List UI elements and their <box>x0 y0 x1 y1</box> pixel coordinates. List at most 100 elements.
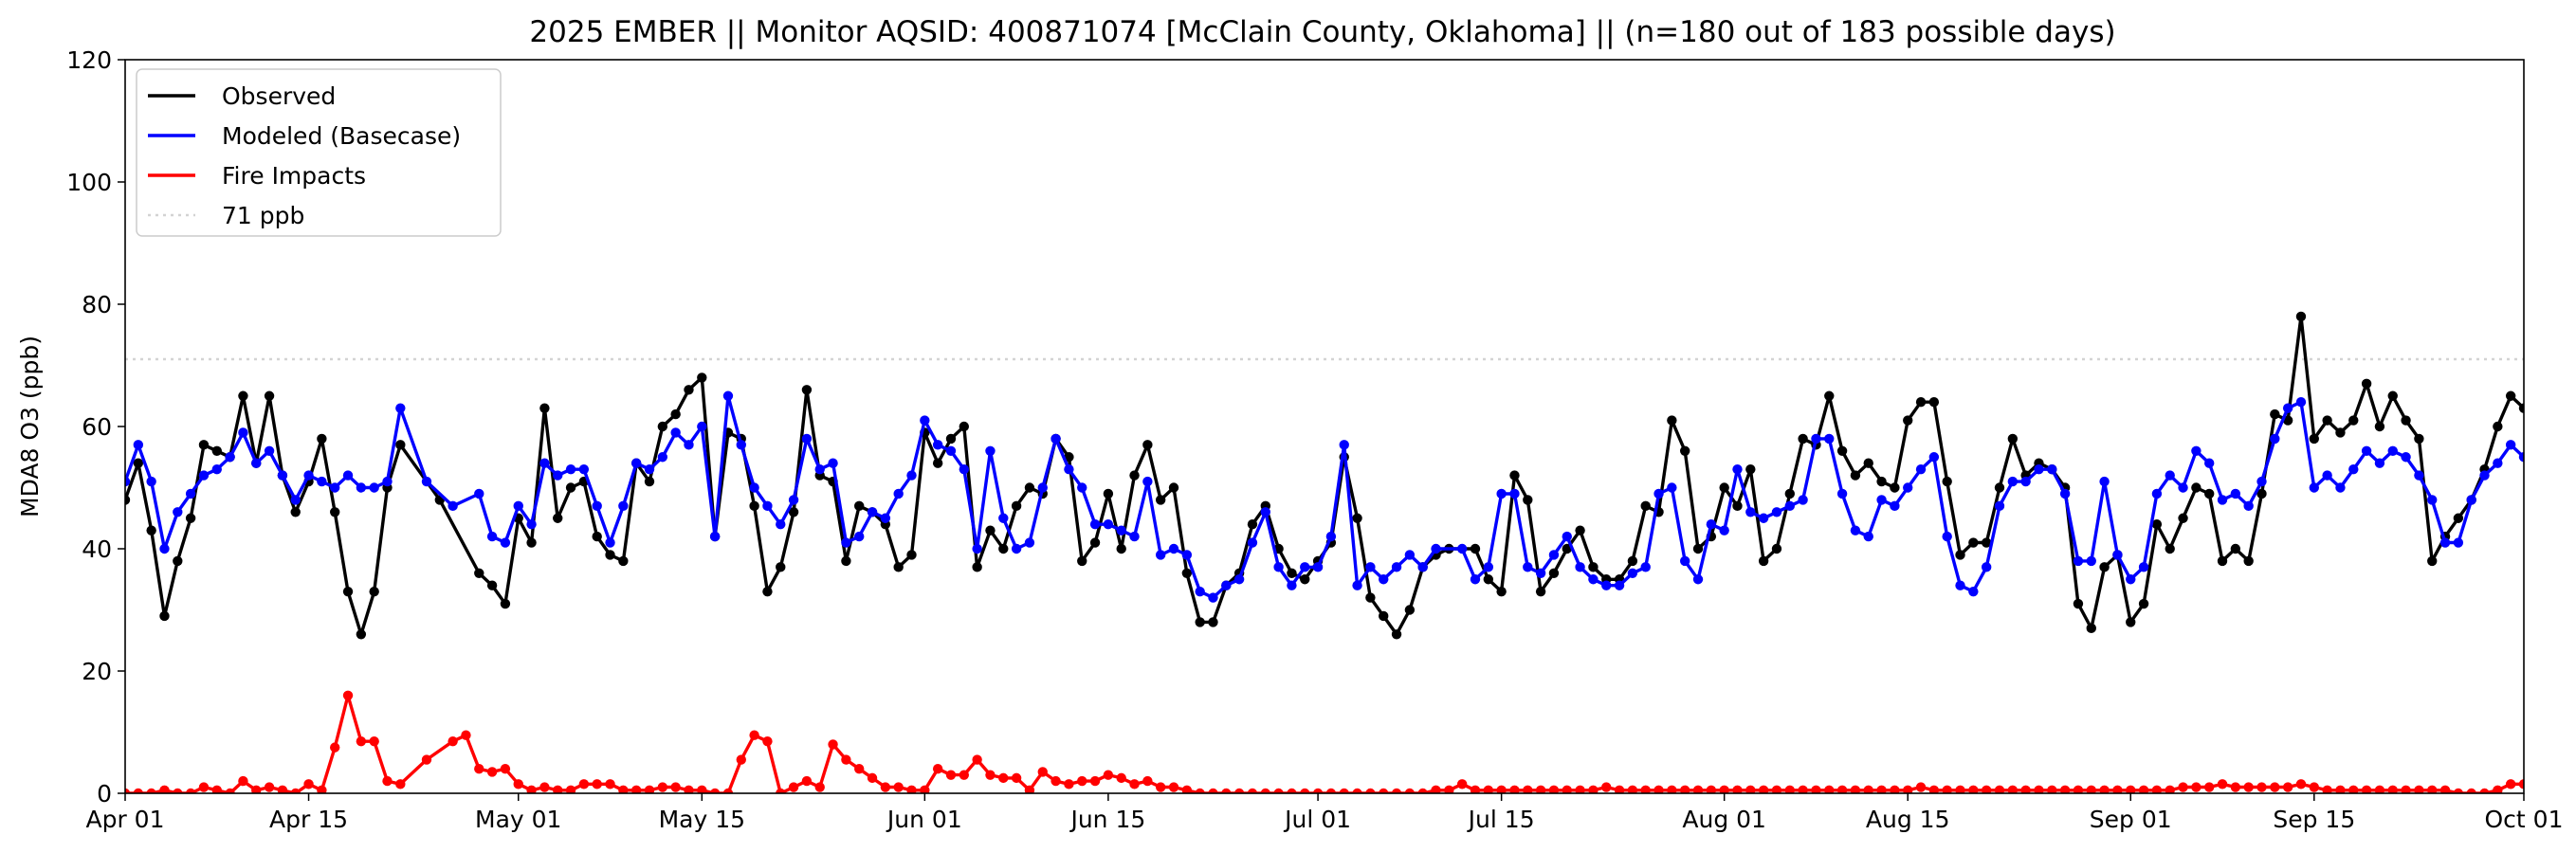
data-point-fire-impacts <box>828 739 838 750</box>
data-point-fire-impacts <box>2178 782 2188 792</box>
data-point-fire-impacts <box>1928 785 1940 793</box>
data-point-fire-impacts <box>2401 785 2411 793</box>
data-point-observed <box>264 390 275 401</box>
data-point-modeled-basecase <box>801 433 813 445</box>
data-point-modeled-basecase <box>1509 488 1520 499</box>
data-point-modeled-basecase <box>1968 586 1979 597</box>
data-point-observed <box>1181 568 1193 578</box>
data-point-modeled-basecase <box>290 495 301 505</box>
y-tick-label: 60 <box>82 413 112 441</box>
data-point-modeled-basecase <box>1850 525 1861 535</box>
data-point-fire-impacts <box>1129 779 1140 789</box>
data-point-observed <box>998 543 1009 554</box>
x-tick-label: Oct 01 <box>2485 806 2564 833</box>
data-point-modeled-basecase <box>1758 513 1769 523</box>
series-line-observed <box>125 315 2524 636</box>
data-point-observed <box>697 372 707 383</box>
data-point-modeled-basecase <box>605 537 615 548</box>
data-point-modeled-basecase <box>1653 488 1664 499</box>
data-point-observed <box>2138 598 2149 609</box>
data-point-observed <box>356 629 367 640</box>
data-point-fire-impacts <box>2518 779 2524 789</box>
data-point-modeled-basecase <box>1379 574 1389 585</box>
data-point-modeled-basecase <box>578 463 590 475</box>
data-point-fire-impacts <box>1719 785 1729 793</box>
data-point-observed <box>2309 433 2319 445</box>
data-point-fire-impacts <box>1142 775 1153 787</box>
y-tick-label: 20 <box>82 658 112 685</box>
data-point-modeled-basecase <box>1050 433 1061 445</box>
data-point-modeled-basecase <box>880 513 891 523</box>
data-point-observed <box>133 458 144 468</box>
data-point-modeled-basecase <box>1391 562 1402 572</box>
data-point-fire-impacts <box>2020 785 2031 793</box>
data-point-modeled-basecase <box>500 537 511 548</box>
data-point-observed <box>1404 605 1416 615</box>
data-point-fire-impacts <box>1155 782 1166 792</box>
data-point-observed <box>1758 555 1769 567</box>
data-point-observed <box>2387 390 2398 401</box>
data-point-observed <box>605 550 615 560</box>
data-point-observed <box>2191 482 2201 493</box>
data-point-modeled-basecase <box>2073 555 2084 567</box>
legend-box <box>136 68 502 237</box>
data-point-fire-impacts <box>526 785 537 793</box>
data-point-modeled-basecase <box>1667 482 1677 493</box>
data-point-fire-impacts <box>1195 788 1205 793</box>
data-point-fire-impacts <box>1391 788 1402 793</box>
data-point-modeled-basecase <box>1981 562 1992 572</box>
data-point-fire-impacts <box>1876 785 1887 793</box>
data-point-observed <box>1903 415 1913 426</box>
data-point-observed <box>893 562 904 572</box>
data-point-observed <box>526 537 537 548</box>
data-point-modeled-basecase <box>1077 482 1087 493</box>
data-point-observed <box>776 562 786 572</box>
data-point-observed <box>1627 555 1638 567</box>
data-point-modeled-basecase <box>1287 580 1297 590</box>
data-point-modeled-basecase <box>539 458 550 468</box>
data-point-fire-impacts <box>1444 785 1454 793</box>
data-point-modeled-basecase <box>959 463 970 475</box>
data-point-fire-impacts <box>814 782 825 792</box>
data-point-modeled-basecase <box>1784 500 1795 512</box>
data-point-modeled-basecase <box>1732 463 1743 475</box>
data-point-modeled-basecase <box>1155 550 1166 560</box>
data-point-modeled-basecase <box>448 500 458 512</box>
data-point-fire-impacts <box>2007 785 2019 793</box>
data-point-fire-impacts <box>1535 785 1546 793</box>
data-point-modeled-basecase <box>1300 562 1310 572</box>
data-point-modeled-basecase <box>1011 543 1022 554</box>
data-point-modeled-basecase <box>1260 507 1270 517</box>
data-point-modeled-basecase <box>670 427 681 438</box>
data-point-observed <box>618 555 629 567</box>
data-point-fire-impacts <box>1968 785 1979 793</box>
data-point-fire-impacts <box>2322 785 2332 793</box>
data-point-modeled-basecase <box>1352 580 1362 590</box>
data-point-fire-impacts <box>1575 785 1585 793</box>
data-point-modeled-basecase <box>2047 463 2057 475</box>
data-point-modeled-basecase <box>1942 531 1952 542</box>
data-point-modeled-basecase <box>146 476 156 487</box>
data-point-observed <box>1732 500 1743 512</box>
data-point-modeled-basecase <box>1064 463 1074 475</box>
data-point-modeled-basecase <box>1719 525 1729 535</box>
data-point-modeled-basecase <box>814 463 825 475</box>
data-point-fire-impacts <box>578 779 590 789</box>
data-point-observed <box>486 580 498 590</box>
data-point-fire-impacts <box>382 775 393 787</box>
data-point-fire-impacts <box>1456 779 1468 789</box>
data-point-observed <box>2270 408 2280 420</box>
data-point-modeled-basecase <box>133 440 144 450</box>
data-point-fire-impacts <box>1339 788 1349 793</box>
data-point-observed <box>2427 555 2438 567</box>
data-point-fire-impacts <box>1325 788 1337 793</box>
data-point-fire-impacts <box>1379 788 1389 793</box>
data-point-modeled-basecase <box>330 482 340 493</box>
data-point-modeled-basecase <box>932 440 943 450</box>
data-point-fire-impacts <box>2086 785 2096 793</box>
data-point-fire-impacts <box>2230 782 2241 792</box>
data-point-fire-impacts <box>1181 785 1193 793</box>
y-tick-label: 40 <box>82 535 112 563</box>
data-point-observed <box>2282 415 2293 426</box>
data-point-fire-impacts <box>1509 785 1520 793</box>
